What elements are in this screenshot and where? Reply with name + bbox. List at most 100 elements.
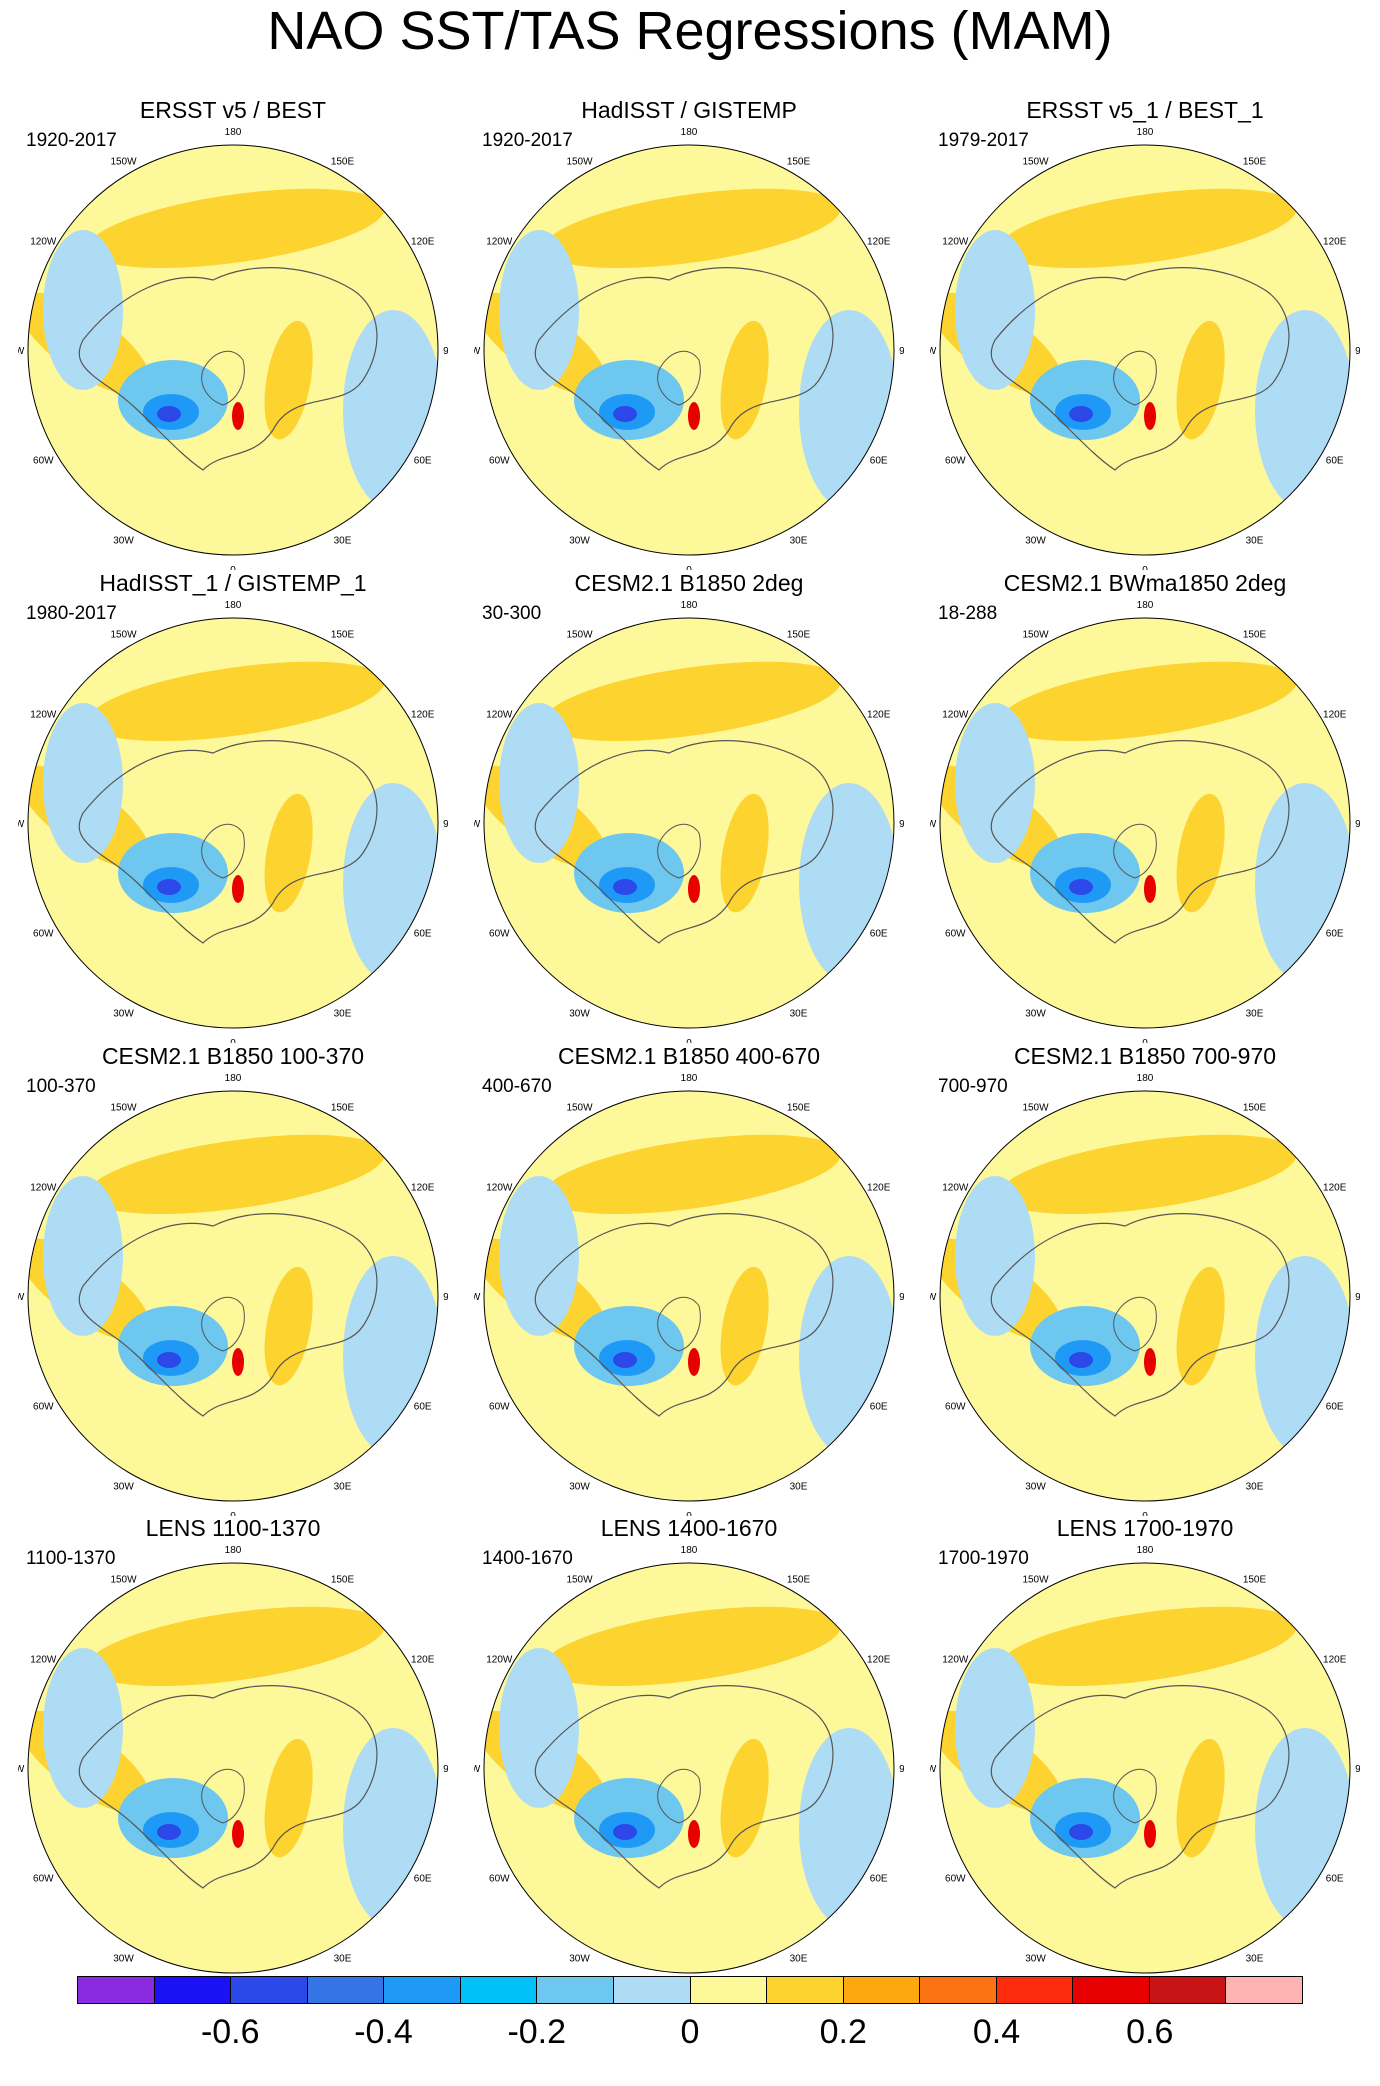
greenland-outline (657, 1296, 701, 1352)
longitude-label: 120E (867, 237, 891, 248)
panel-years: 400-670 (482, 1076, 552, 1097)
labrador-cool-deep (1069, 406, 1093, 422)
polar-map: 180150E120E90E60E30E030W60W90W120W150W (18, 1073, 448, 1516)
cool-ocean-west (499, 1176, 579, 1336)
longitude-label: 180 (681, 1073, 698, 1084)
longitude-label: 90E (899, 1292, 904, 1303)
panel-years: 1920-2017 (482, 130, 573, 151)
greenland-outline (201, 823, 245, 879)
greenland-outline (201, 1768, 245, 1824)
longitude-label: 30E (334, 1009, 352, 1020)
colorbar-tick-label: -0.4 (354, 2013, 413, 2051)
greenland-outline (1113, 1768, 1157, 1824)
longitude-label: 180 (681, 600, 698, 611)
cool-ocean-east (343, 783, 438, 983)
longitude-label: 90E (443, 346, 448, 357)
panel-title: ERSST v5 / BEST (139, 97, 327, 123)
longitude-label: 90W (18, 819, 25, 830)
longitude-label: 30W (1025, 1954, 1046, 1965)
scandinavia-warm (232, 1348, 244, 1376)
map-panel-6: CESM2.1 BWma1850 2deg 180 150E 120E 90E 60E 30… (930, 569, 1360, 1043)
labrador-cool-deep (157, 879, 181, 895)
longitude-label: 60E (1326, 1874, 1344, 1885)
longitude-label: 120W (30, 1183, 57, 1194)
longitude-label: 90E (899, 1764, 904, 1775)
longitude-label: 30W (113, 536, 134, 547)
longitude-label: 180 (225, 600, 242, 611)
labrador-cool-deep (613, 406, 637, 422)
longitude-label: 30E (790, 1482, 808, 1493)
cool-ocean-east (1255, 1728, 1350, 1928)
colorbar-tick-label: 0.4 (972, 2013, 1021, 2051)
colorbar-box (613, 1977, 691, 2003)
labrador-cool-deep (1069, 879, 1093, 895)
cool-ocean-west (43, 1176, 123, 1336)
pacific-warm-band (543, 661, 841, 742)
longitude-label: 0 (1142, 1511, 1148, 1516)
colorbar-box (537, 1977, 614, 2003)
longitude-label: 120E (1323, 1183, 1347, 1194)
panel-title: CESM2.1 BWma1850 2deg (1003, 570, 1287, 596)
longitude-label: 120E (867, 1655, 891, 1666)
eurasia-warm-band (720, 1738, 769, 1858)
eurasia-warm-band (264, 793, 313, 913)
panel-title: LENS 1700-1970 (1056, 1515, 1234, 1541)
pacific-warm-band (999, 661, 1297, 742)
pacific-warm-band (999, 1606, 1297, 1687)
cool-ocean-east (799, 310, 894, 510)
map-panel-7: CESM2.1 B1850 100-370 180 150E 120E 90E 60E 30… (18, 1042, 448, 1516)
cool-ocean-east (343, 310, 438, 510)
longitude-label: 30E (334, 1482, 352, 1493)
map-boundary (939, 144, 1351, 556)
colorbar-box (920, 1977, 997, 2003)
cool-ocean-west (43, 230, 123, 390)
longitude-label: 150E (787, 1574, 811, 1585)
longitude-label: 60E (1326, 456, 1344, 467)
cool-ocean-east (343, 1728, 438, 1928)
map-boundary (483, 1562, 895, 1974)
longitude-label: 90W (474, 819, 481, 830)
greenland-outline (657, 1768, 701, 1824)
longitude-label: 150E (331, 629, 355, 640)
scandinavia-warm (688, 1820, 700, 1848)
longitude-label: 0 (686, 1511, 692, 1516)
colorbar-tick-label: 0 (680, 2013, 700, 2051)
longitude-label: 60E (414, 456, 432, 467)
longitude-label: 90W (474, 346, 481, 357)
scandinavia-warm (1144, 875, 1156, 903)
longitude-label: 60W (33, 1402, 54, 1413)
longitude-label: 180 (225, 1545, 242, 1556)
labrador-cool-deep (1069, 1824, 1093, 1840)
longitude-label: 180 (681, 1545, 698, 1556)
longitude-label: 0 (230, 1511, 236, 1516)
longitude-label: 150E (1243, 629, 1267, 640)
map-boundary (939, 617, 1351, 1029)
eurasia-warm-band (1176, 1266, 1225, 1386)
cool-ocean-west (499, 230, 579, 390)
longitude-label: 60W (489, 929, 510, 940)
greenland-outline (201, 350, 245, 406)
cool-ocean-west (43, 703, 123, 863)
map-boundary (27, 1562, 439, 1974)
longitude-label: 180 (225, 1073, 242, 1084)
scandinavia-warm (688, 402, 700, 430)
longitude-label: 30E (334, 536, 352, 547)
labrador-cool-deep (1069, 1352, 1093, 1368)
longitude-label: 0 (230, 565, 236, 570)
longitude-label: 30E (334, 1954, 352, 1965)
longitude-label: 60E (870, 1402, 888, 1413)
polar-map: 180150E120E90E60E30E030W60W90W120W150W (930, 1545, 1360, 1988)
longitude-label: 120W (942, 1183, 969, 1194)
longitude-label: 90E (899, 819, 904, 830)
polar-map: 180150E120E90E60E30E030W60W90W120W150W (18, 600, 448, 1043)
longitude-label: 150E (331, 1574, 355, 1585)
longitude-label: 120W (486, 1183, 513, 1194)
greenland-outline (657, 823, 701, 879)
longitude-label: 0 (230, 1038, 236, 1043)
pacific-warm-band (999, 1134, 1297, 1215)
map-panel-4: HadISST_1 / GISTEMP_1 180 150E 120E 90E 60E 30… (18, 569, 448, 1043)
longitude-label: 90W (18, 1292, 25, 1303)
polar-map: 180150E120E90E60E30E030W60W90W120W150W (474, 1545, 904, 1988)
cool-ocean-west (43, 1648, 123, 1808)
polar-map: 180150E120E90E60E30E030W60W90W120W150W (474, 1073, 904, 1516)
